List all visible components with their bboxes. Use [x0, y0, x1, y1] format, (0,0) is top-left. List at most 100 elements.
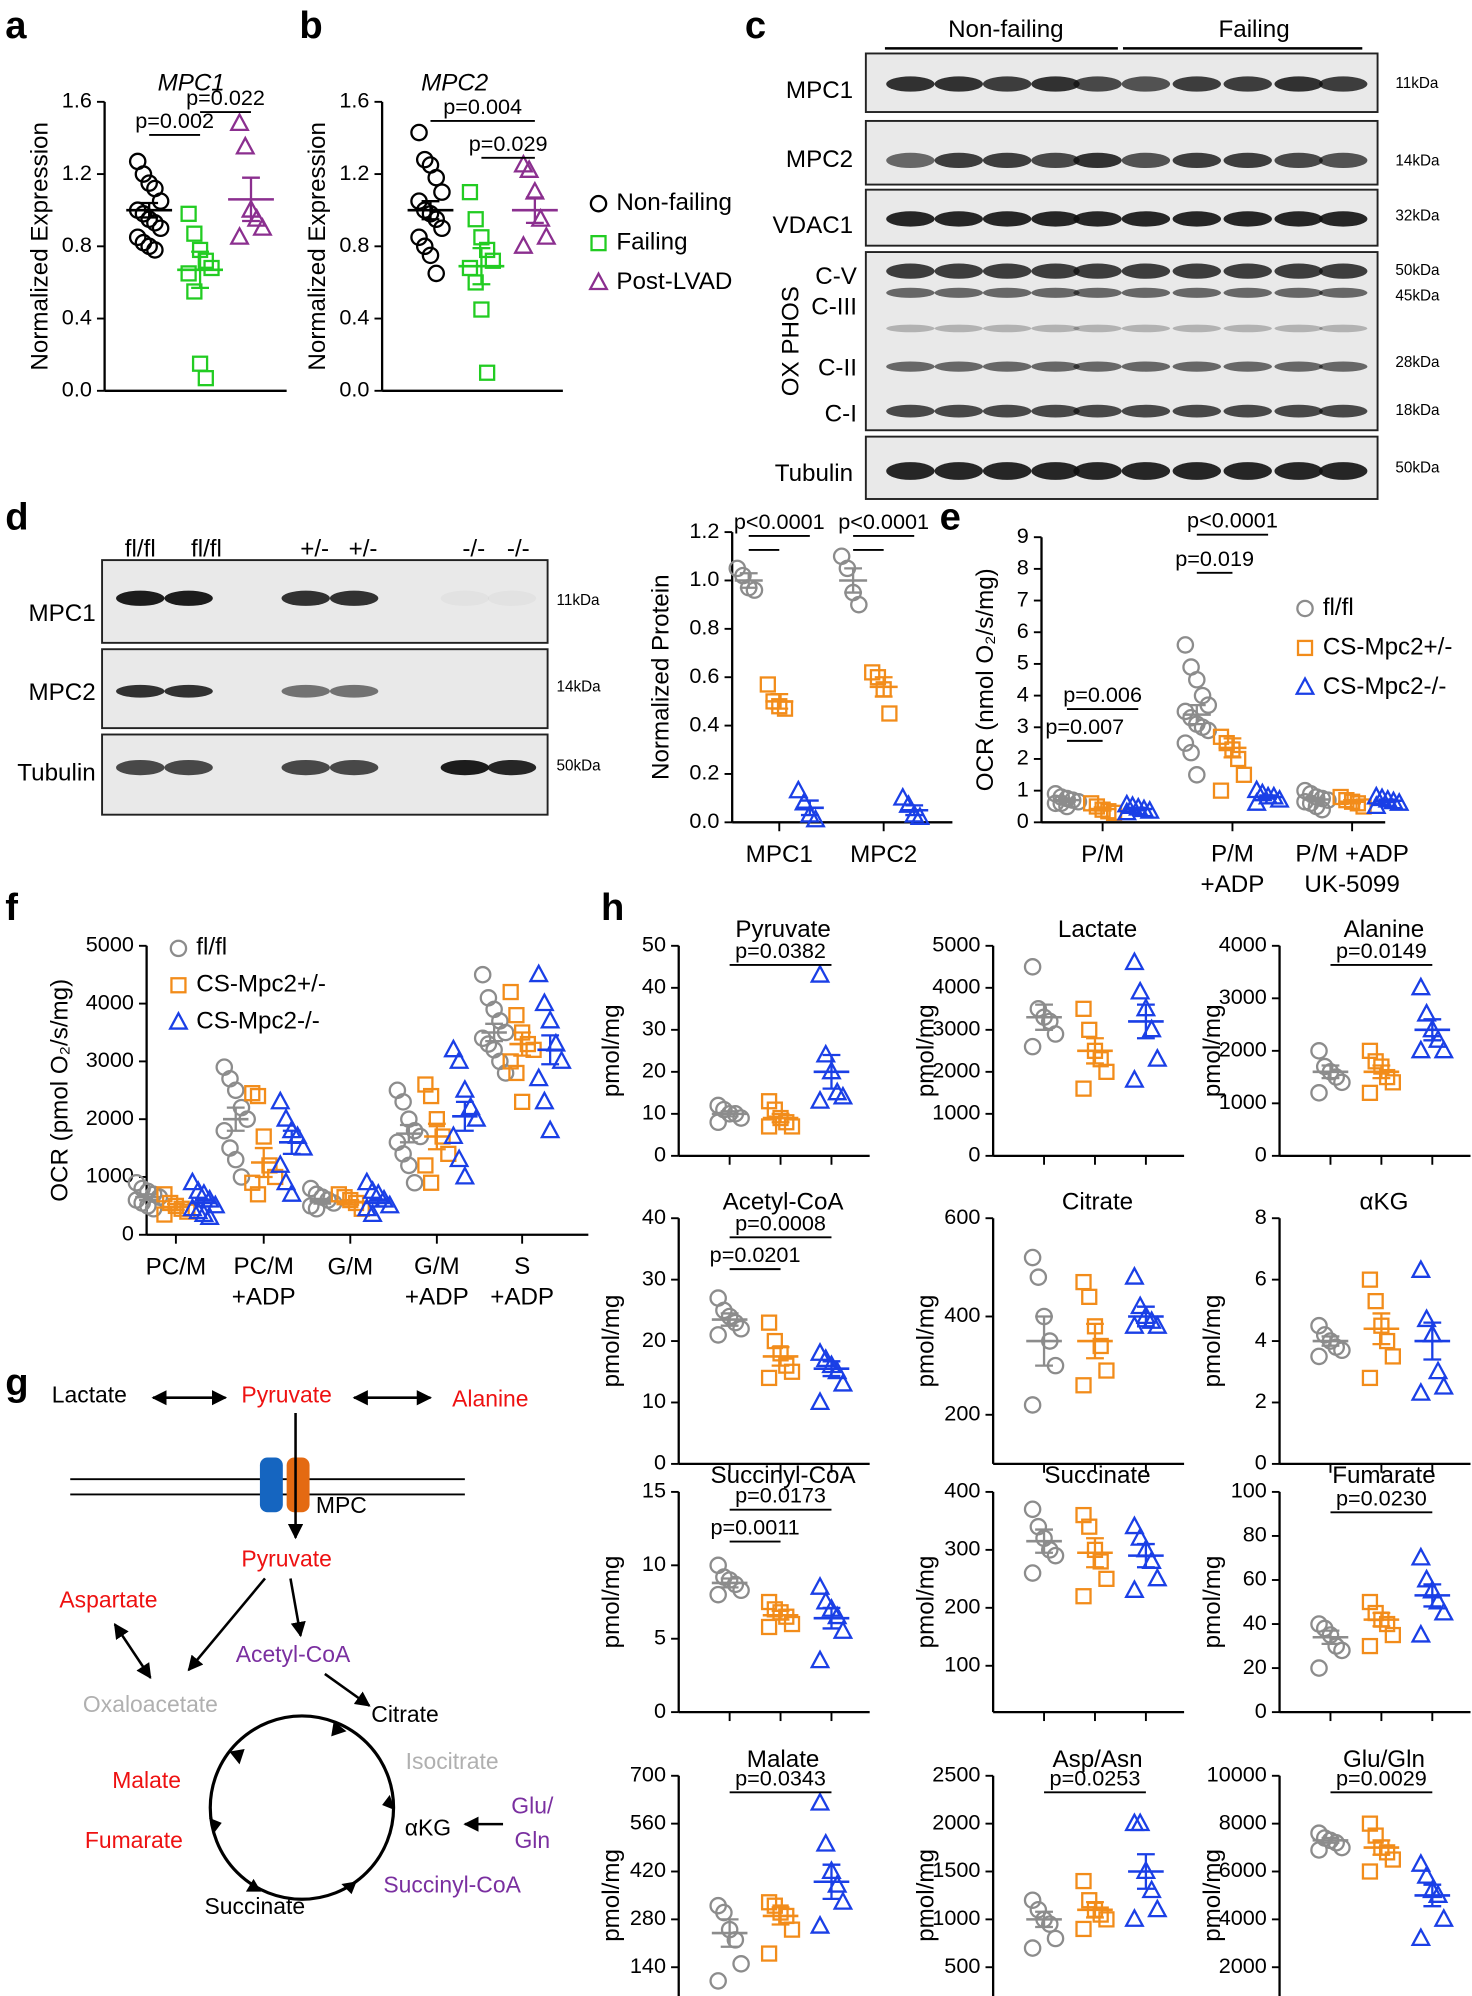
- y-tick-label: 0: [1255, 1450, 1267, 1475]
- data-point: [1046, 1546, 1065, 1565]
- data-point: [760, 1118, 778, 1135]
- blot-band: [281, 684, 330, 698]
- blot-band: [934, 462, 983, 480]
- y-tick-label: 0.6: [689, 663, 719, 688]
- p-value: p<0.0001: [1187, 508, 1278, 533]
- data-point: [244, 1085, 261, 1102]
- sem-bar: [720, 1312, 739, 1327]
- x-tick-label: G/M +ADP: [405, 1253, 469, 1311]
- y-tick-label: 400: [944, 1478, 980, 1503]
- blot-band: [116, 759, 165, 776]
- sem-bar: [771, 1906, 790, 1926]
- blot-band: [1319, 361, 1368, 372]
- data-point: [534, 992, 555, 1012]
- y-tick-label: 560: [630, 1809, 666, 1834]
- lane-label: +/-: [300, 535, 329, 562]
- y-tick-label: 6: [1255, 1265, 1267, 1290]
- p-value: p=0.0343: [735, 1765, 826, 1790]
- data-point: [405, 1173, 424, 1192]
- lane-label: -/-: [462, 535, 485, 562]
- sem-bar: [1136, 1542, 1155, 1569]
- sem-bar: [242, 176, 260, 223]
- sem-bar: [822, 1360, 841, 1378]
- data-point: [1023, 1500, 1042, 1519]
- legend-marker: [1294, 676, 1316, 695]
- data-point: [1075, 1920, 1092, 1938]
- p-value: p=0.022: [186, 85, 265, 110]
- data-point: [473, 1029, 492, 1048]
- data-point: [1310, 1659, 1328, 1677]
- data-point: [427, 264, 446, 283]
- sem-bar: [1423, 1883, 1442, 1908]
- data-point: [454, 1165, 476, 1185]
- blot-band: [934, 287, 983, 298]
- data-point: [1124, 1579, 1145, 1598]
- data-point: [1333, 1073, 1351, 1092]
- blot-band: [116, 590, 165, 606]
- data-point: [229, 225, 250, 245]
- data-point: [1081, 1518, 1098, 1535]
- y-tick-label: 2000: [932, 1809, 980, 1834]
- legend-marker: [168, 1010, 189, 1030]
- sem-bar: [739, 572, 758, 589]
- row-label: VDAC1: [773, 212, 854, 239]
- data-point: [1147, 1567, 1168, 1587]
- metabolite: Succinate: [205, 1893, 306, 1919]
- y-tick-label: 30: [642, 1265, 666, 1290]
- legend-marker: [169, 939, 188, 958]
- blot-band: [1073, 76, 1122, 92]
- group-label: Failing: [1218, 16, 1289, 43]
- lane-label: +/-: [349, 535, 378, 562]
- data-point: [249, 1186, 267, 1203]
- blot-band: [1121, 324, 1171, 333]
- sem-bar: [485, 1022, 504, 1043]
- data-point: [809, 963, 831, 983]
- y-tick-label: 1.6: [62, 88, 92, 113]
- data-point: [1023, 1939, 1042, 1957]
- blot-band: [1073, 462, 1122, 480]
- data-point: [1092, 1553, 1109, 1570]
- sem-bar: [313, 1197, 332, 1205]
- y-tick-label: 4000: [932, 974, 980, 999]
- data-point: [249, 1087, 267, 1105]
- blot-frame: [864, 119, 1379, 186]
- blot-band: [1223, 361, 1272, 372]
- data-point: [1366, 785, 1387, 805]
- data-point: [1046, 794, 1065, 813]
- data-point: [513, 235, 534, 254]
- data-point: [1124, 1068, 1145, 1088]
- y-tick-label: 0.8: [339, 232, 369, 257]
- data-point: [229, 112, 250, 132]
- data-point: [1023, 1396, 1042, 1414]
- y-axis-label: Normalized Expression: [304, 122, 331, 371]
- y-tick-label: 6000: [1219, 1857, 1267, 1882]
- y-tick-label: 0.8: [62, 232, 92, 257]
- data-point: [197, 370, 214, 387]
- sem-bar: [1035, 1528, 1053, 1554]
- metabolite: Aspartate: [59, 1586, 157, 1612]
- legend-label: fl/fl: [196, 934, 227, 961]
- data-point: [1378, 1332, 1396, 1350]
- data-point: [1129, 1295, 1151, 1315]
- data-point: [1098, 1063, 1115, 1080]
- data-point: [466, 1107, 487, 1127]
- sem-bar: [1372, 1839, 1391, 1856]
- data-point: [362, 1203, 383, 1223]
- blot-band: [1223, 287, 1272, 298]
- blot-band: [1223, 211, 1272, 227]
- blot-band: [1073, 152, 1122, 169]
- data-point: [892, 786, 913, 806]
- blot-band: [1319, 76, 1368, 92]
- data-point: [151, 192, 170, 210]
- sem-bar: [399, 1123, 418, 1144]
- data-point: [1147, 1898, 1168, 1918]
- data-point: [783, 1363, 801, 1380]
- band-label: C-V: [815, 263, 858, 290]
- panel-letter: d: [5, 495, 28, 538]
- band-label: C-I: [825, 400, 857, 427]
- data-point: [508, 1007, 525, 1024]
- group-label: Non-failing: [948, 16, 1064, 43]
- panel-letter: b: [299, 4, 322, 47]
- blot-band: [934, 404, 983, 418]
- chart-title: MPC2: [421, 69, 489, 96]
